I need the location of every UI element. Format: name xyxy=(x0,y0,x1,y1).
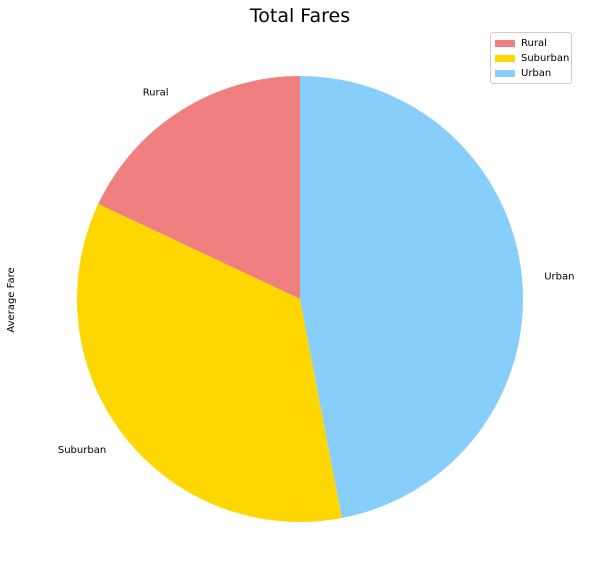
pie-slice-rural xyxy=(98,76,300,299)
y-axis-label: Average Fare xyxy=(6,267,17,332)
legend-swatch-urban xyxy=(495,70,515,77)
legend-label-suburban: Suburban xyxy=(521,53,570,64)
chart-title: Total Fares xyxy=(249,5,350,27)
pie-slice-labels: Rural Suburban Urban xyxy=(58,87,575,455)
pie-label-suburban: Suburban xyxy=(58,445,106,456)
pie-label-urban: Urban xyxy=(544,271,574,282)
chart-legend: Rural Suburban Urban xyxy=(490,32,572,84)
pie-label-rural: Rural xyxy=(143,87,169,98)
legend-swatch-suburban xyxy=(495,55,515,62)
legend-label-urban: Urban xyxy=(521,68,552,79)
legend-item-urban: Urban xyxy=(495,66,567,81)
legend-item-rural: Rural xyxy=(495,36,567,51)
legend-label-rural: Rural xyxy=(521,38,547,49)
pie-slice-suburban xyxy=(77,204,342,523)
legend-item-suburban: Suburban xyxy=(495,51,570,66)
legend-swatch-rural xyxy=(495,40,515,47)
pie-slice-urban xyxy=(300,76,524,519)
pie-slices xyxy=(77,76,524,523)
